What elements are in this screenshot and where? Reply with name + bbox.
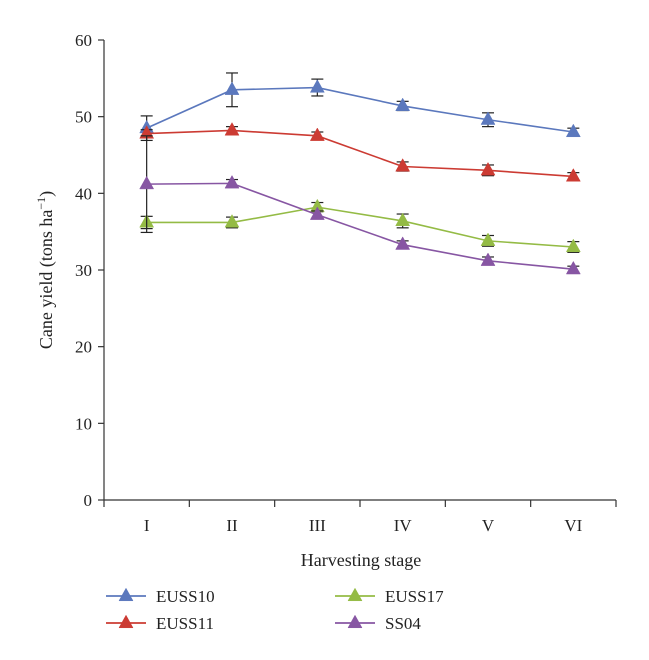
y-tick-label: 60 <box>75 31 92 50</box>
series-line-ss04 <box>146 182 574 271</box>
y-tick-label: 40 <box>75 184 92 203</box>
series-euss11 <box>139 122 581 182</box>
data-point <box>565 238 581 253</box>
data-point <box>565 123 581 138</box>
x-tick-label: II <box>226 516 238 535</box>
data-point <box>395 158 411 172</box>
legend-item-ss04: SS04 <box>335 614 421 633</box>
data-point <box>395 212 411 226</box>
legend-label: EUSS11 <box>156 614 214 633</box>
series-layer <box>139 72 581 275</box>
data-point <box>480 232 496 246</box>
series-line-euss10 <box>146 86 574 133</box>
series-ss04 <box>139 135 581 275</box>
data-point <box>480 111 496 125</box>
data-point <box>139 175 155 190</box>
y-axis-title-sup: −1 <box>34 197 48 210</box>
legend: EUSS10 EUSS11 EUSS17 SS04 <box>106 587 444 633</box>
data-point <box>309 206 325 220</box>
y-axis-title: Cane yield (tons ha−1) <box>34 191 57 349</box>
data-point <box>309 79 325 93</box>
y-tick-label: 30 <box>75 261 92 280</box>
x-tick-label: IV <box>394 516 413 535</box>
legend-item-euss17: EUSS17 <box>335 587 444 606</box>
legend-item-euss10: EUSS10 <box>106 587 215 606</box>
series-line-euss11 <box>146 129 574 178</box>
series-euss10 <box>139 72 581 142</box>
legend-marker <box>347 587 363 602</box>
data-point <box>224 175 240 189</box>
data-point <box>224 214 240 228</box>
y-tick-label: 10 <box>75 414 92 433</box>
x-tick-label: III <box>309 516 326 535</box>
x-tick-label: VI <box>564 516 582 535</box>
data-point <box>395 97 411 111</box>
data-point <box>565 168 581 182</box>
axes <box>103 40 616 501</box>
legend-label: EUSS10 <box>156 587 215 606</box>
legend-marker <box>347 614 363 629</box>
y-axis-title-close: ) <box>36 191 57 197</box>
x-axis-title: Harvesting stage <box>301 550 421 570</box>
legend-marker <box>118 614 134 629</box>
legend-item-euss11: EUSS11 <box>106 614 214 633</box>
y-tick-label: 50 <box>75 108 92 127</box>
data-point <box>480 162 496 176</box>
legend-label: EUSS17 <box>385 587 444 606</box>
data-point <box>224 122 240 136</box>
legend-label: SS04 <box>385 614 421 633</box>
data-point <box>224 81 240 95</box>
x-tick-label: I <box>144 516 150 535</box>
x-tick-label: V <box>482 516 495 535</box>
series-euss17 <box>139 198 581 253</box>
y-tick-label: 20 <box>75 338 92 357</box>
y-axis-title-main: Cane yield (tons ha <box>36 210 57 349</box>
data-point <box>395 236 411 250</box>
data-point <box>565 260 581 275</box>
data-point <box>309 127 325 141</box>
legend-marker <box>118 587 134 602</box>
data-point <box>480 252 496 266</box>
series-line-euss17 <box>146 206 574 248</box>
y-tick-label: 0 <box>84 491 93 510</box>
